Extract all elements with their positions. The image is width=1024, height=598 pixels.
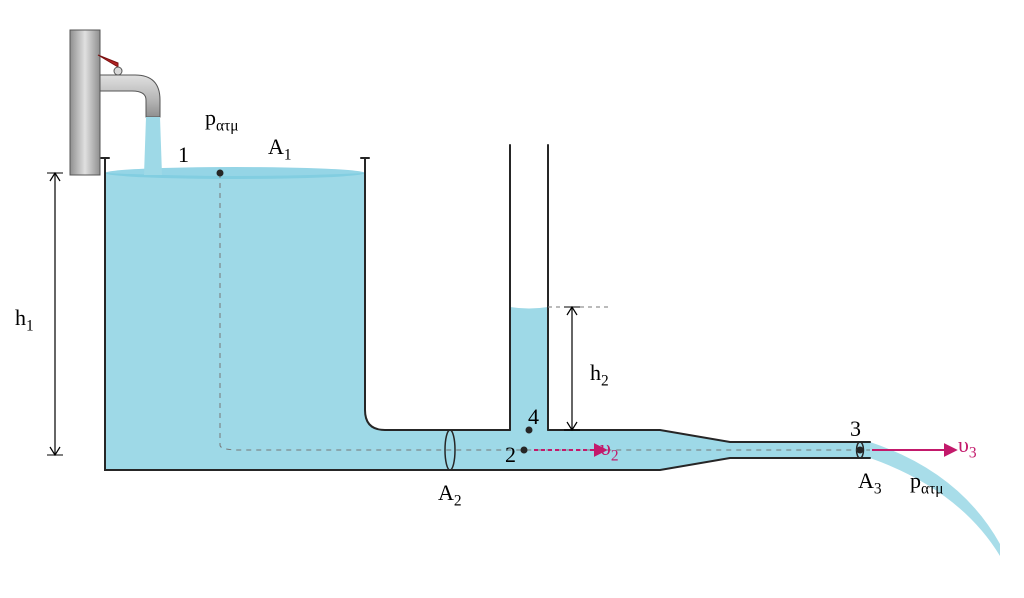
faucet-stream xyxy=(144,117,162,175)
water-surface xyxy=(105,167,365,179)
label-A1: A1 xyxy=(268,134,292,164)
label-pt3: 3 xyxy=(850,416,861,442)
tank-right-wall xyxy=(365,158,510,430)
label-pt1: 1 xyxy=(178,142,189,168)
water-jet xyxy=(870,442,1000,556)
label-A3: A3 xyxy=(858,468,882,498)
label-pt2: 2 xyxy=(505,442,516,468)
faucet-supply-pipe xyxy=(70,30,100,175)
label-h1: h1 xyxy=(15,305,34,335)
point-p1 xyxy=(217,170,224,177)
faucet-body xyxy=(100,75,160,117)
faucet-knob xyxy=(114,67,122,75)
label-p_atm_top: pατμ xyxy=(205,105,239,135)
point-p2 xyxy=(521,447,528,454)
label-v3: υ3 xyxy=(958,432,977,462)
label-pt4: 4 xyxy=(528,404,539,430)
label-h2: h2 xyxy=(590,360,609,390)
label-v2: υ2 xyxy=(600,435,619,465)
label-p_atm_bot: pατμ xyxy=(910,468,944,498)
label-A2: A2 xyxy=(438,480,462,510)
point-p3 xyxy=(857,447,864,454)
